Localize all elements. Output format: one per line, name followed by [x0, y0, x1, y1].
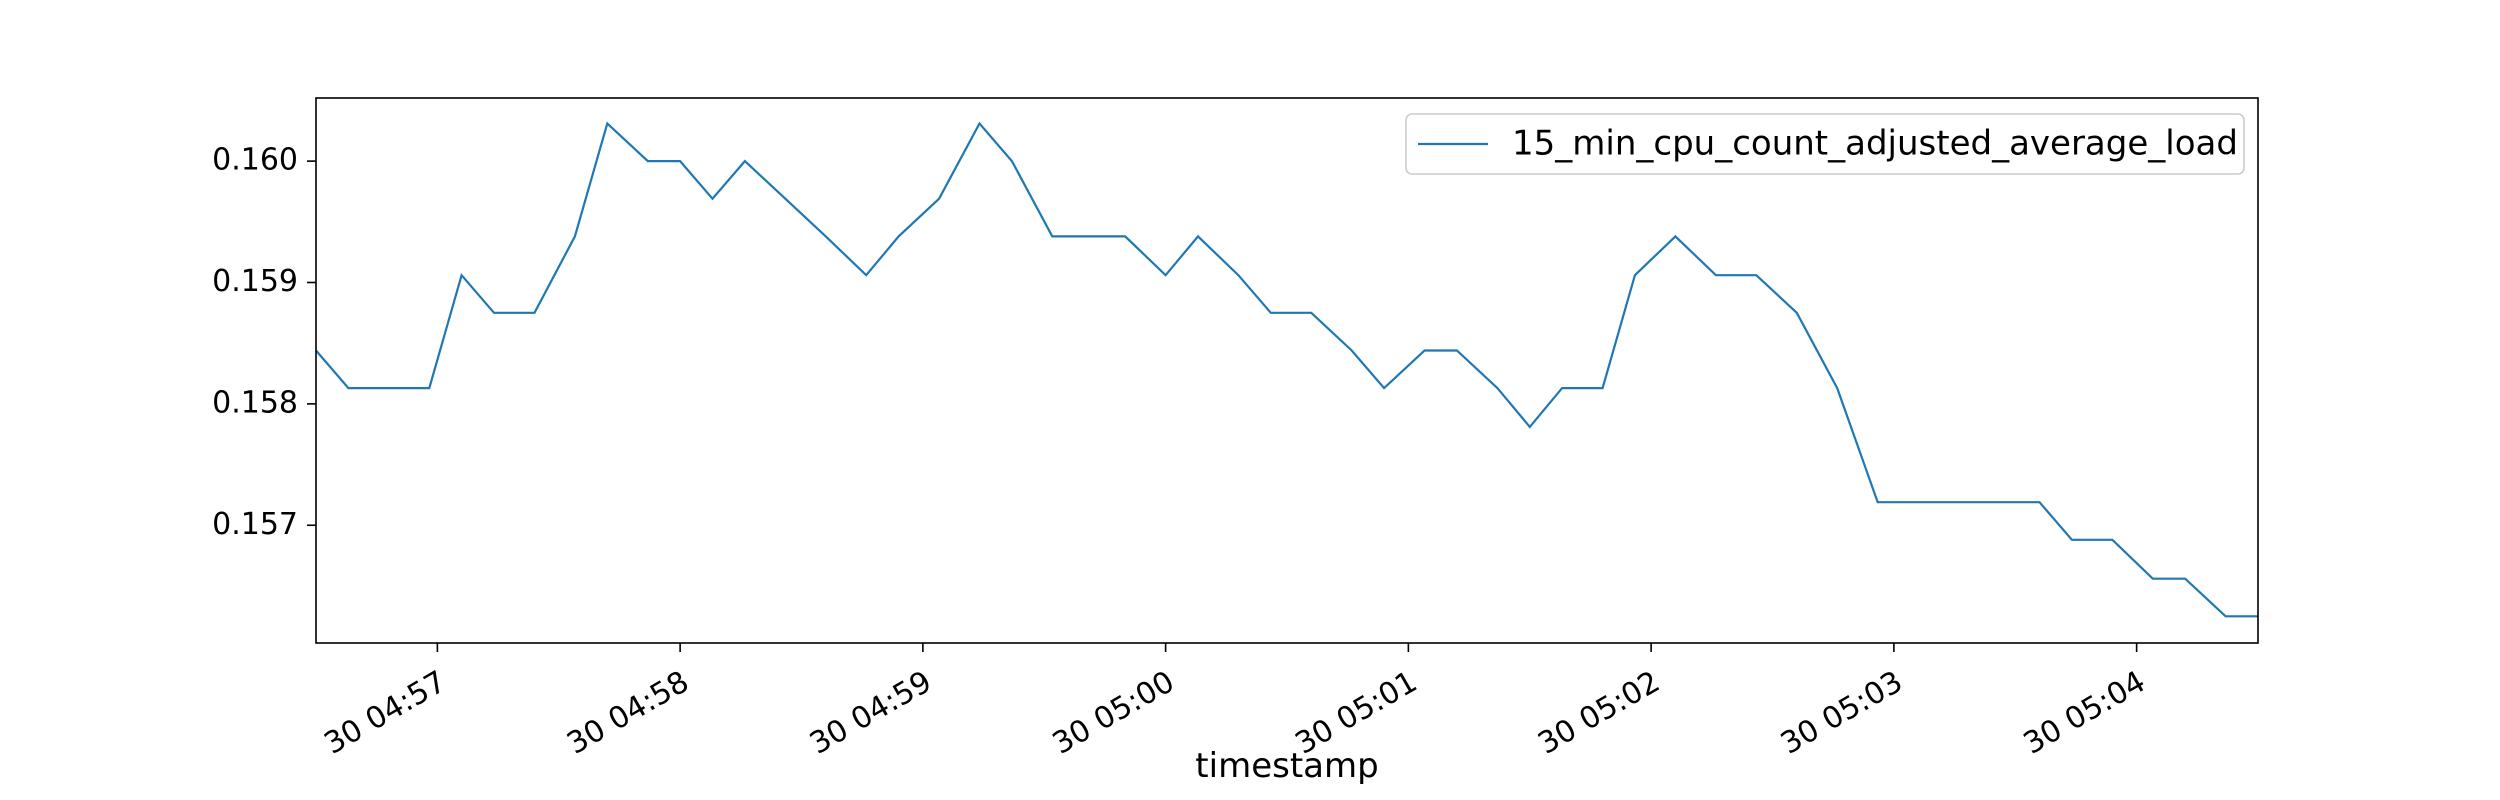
legend-box [1405, 113, 2245, 175]
plot-frame [315, 97, 2259, 644]
y-tick-label: 0.160 [212, 143, 298, 178]
legend: 15_min_cpu_count_adjusted_average_load [1405, 113, 2245, 175]
legend-entry-label: 15_min_cpu_count_adjusted_average_load [1512, 124, 2238, 164]
x-axis-label: timestamp [1195, 746, 1378, 786]
series-line-15-min-cpu-count-adjusted-average-load [315, 121, 2258, 618]
plot-area-background [316, 98, 2258, 643]
y-tick-label: 0.157 [212, 507, 298, 542]
y-axis-ticks: 0.157 0.158 0.159 0.160 [212, 143, 316, 542]
y-tick-label: 0.159 [212, 264, 298, 299]
y-tick-label: 0.158 [212, 385, 298, 420]
